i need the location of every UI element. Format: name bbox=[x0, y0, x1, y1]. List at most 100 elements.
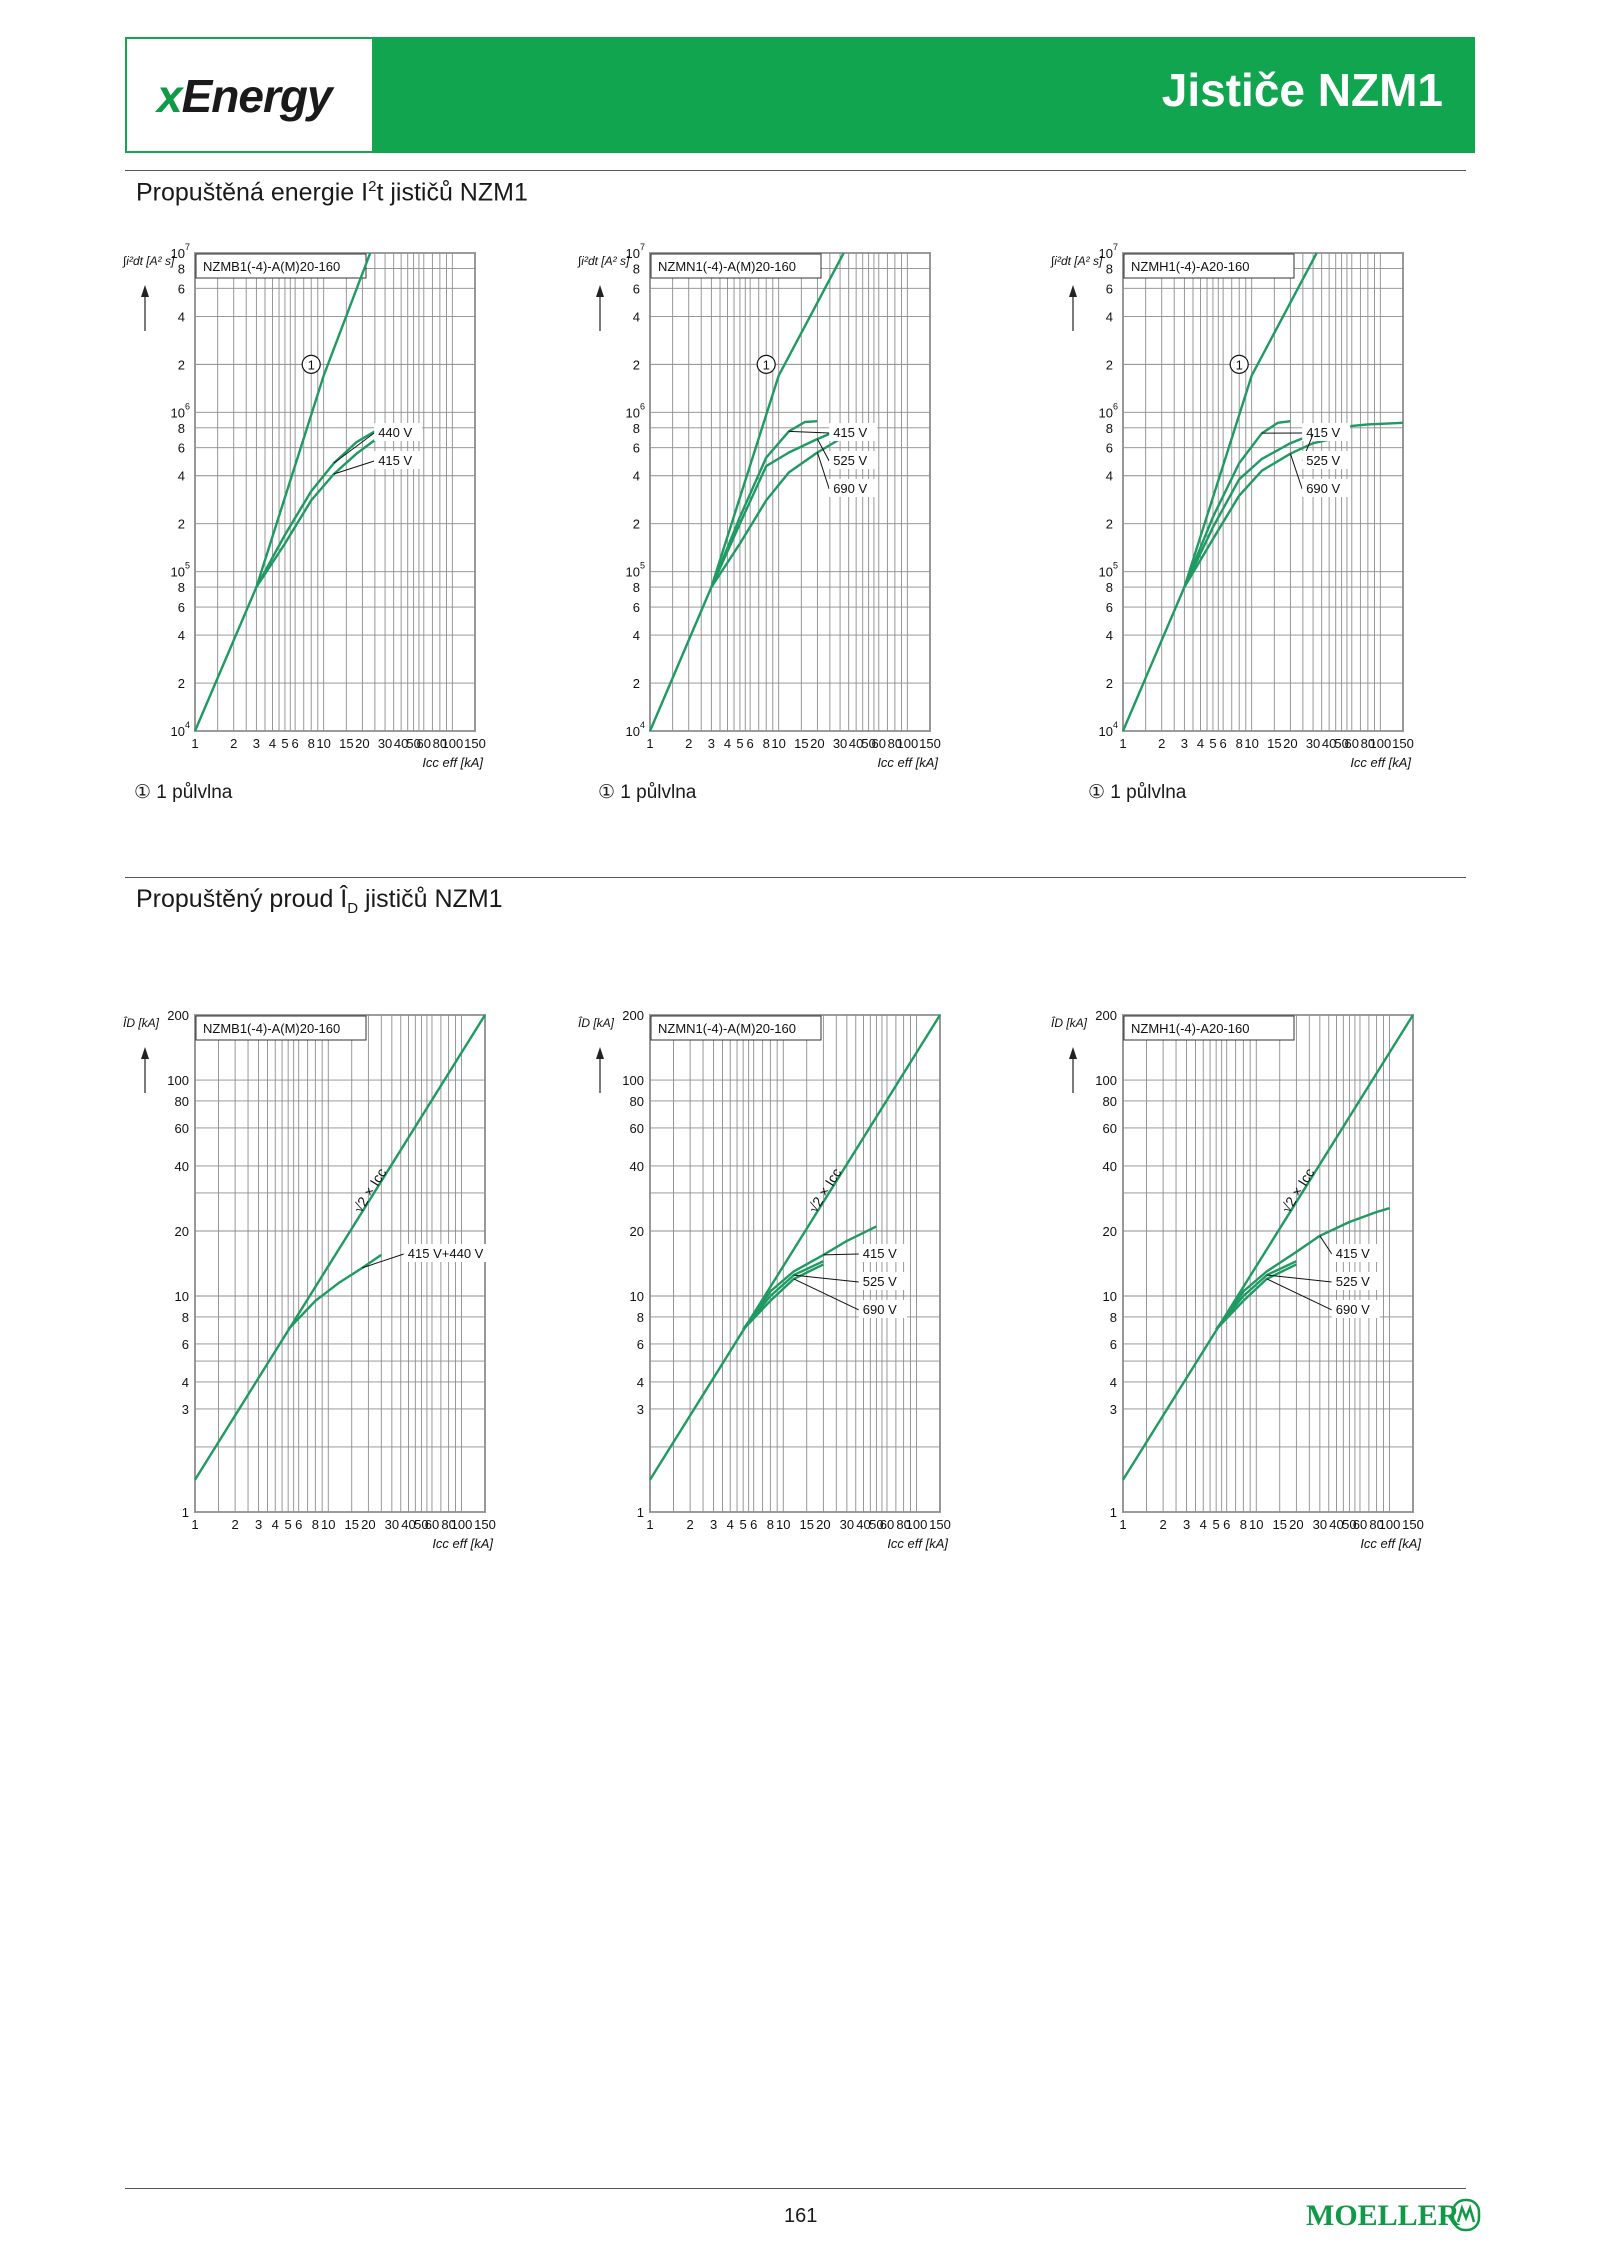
y-tick-label: 6 bbox=[1106, 441, 1113, 456]
y-axis-arrowhead-icon bbox=[596, 1047, 604, 1059]
series-label: 525 V bbox=[833, 453, 867, 468]
x-tick-label: 50 bbox=[414, 1517, 428, 1532]
footer-rule bbox=[125, 2188, 1466, 2189]
x-tick-label: 20 bbox=[1283, 736, 1297, 751]
series-line bbox=[1215, 1260, 1297, 1331]
section2-title: Propuštěný proud ÎD jističů NZM1 bbox=[136, 885, 503, 917]
y-tick-label: 10 bbox=[626, 724, 640, 739]
series-label-box bbox=[829, 479, 878, 498]
x-tick-label: 100 bbox=[896, 736, 918, 751]
x-tick-label: 150 bbox=[1392, 736, 1414, 751]
section1-title: Propuštěná energie I2t jističů NZM1 bbox=[136, 178, 528, 207]
y-tick-label: 200 bbox=[622, 1008, 644, 1023]
y-tick-label: 100 bbox=[1095, 1073, 1117, 1088]
series-label-box bbox=[403, 1243, 500, 1262]
x-tick-label: 50 bbox=[869, 1517, 883, 1532]
series-label-box bbox=[858, 1271, 907, 1290]
x-tick-label: 40 bbox=[1329, 1517, 1343, 1532]
y-axis-label: ÎD [kA] bbox=[578, 1015, 615, 1030]
y-tick-label: 2 bbox=[1106, 357, 1113, 372]
series-line bbox=[1183, 435, 1342, 588]
x-tick-label: 6 bbox=[750, 1517, 757, 1532]
x-axis-label: Icc eff [kA] bbox=[422, 755, 483, 770]
y-tick-label: 10 bbox=[1099, 405, 1113, 420]
y-tick-label: 6 bbox=[1106, 600, 1113, 615]
leader-line bbox=[788, 430, 830, 434]
x-tick-label: 20 bbox=[1289, 1517, 1303, 1532]
series-label: 415 V+440 V bbox=[408, 1246, 484, 1261]
series-line bbox=[742, 1225, 877, 1331]
x-axis-label: Icc eff [kA] bbox=[1360, 1536, 1421, 1551]
y-tick-label: 10 bbox=[630, 1289, 644, 1304]
y-tick-label: 10 bbox=[1099, 246, 1113, 261]
y-axis-arrowhead-icon bbox=[141, 285, 149, 297]
series-label-box bbox=[374, 451, 423, 470]
title-bar: Jističe NZM1 bbox=[374, 37, 1475, 153]
y-tick-label: 40 bbox=[630, 1159, 644, 1174]
y-tick-label: 8 bbox=[1106, 580, 1113, 595]
x-tick-label: 4 bbox=[727, 1517, 734, 1532]
y-tick-exponent: 4 bbox=[640, 720, 645, 730]
x-tick-label: 3 bbox=[710, 1517, 717, 1532]
y-tick-label: 200 bbox=[167, 1008, 189, 1023]
x-tick-label: 15 bbox=[1267, 736, 1281, 751]
y-tick-exponent: 7 bbox=[185, 242, 190, 252]
x-tick-label: 8 bbox=[767, 1517, 774, 1532]
x-tick-label: 60 bbox=[1353, 1517, 1367, 1532]
x-tick-label: 30 bbox=[378, 736, 392, 751]
y-tick-label: 80 bbox=[175, 1094, 189, 1109]
x-tick-label: 30 bbox=[1313, 1517, 1327, 1532]
y-tick-label: 3 bbox=[182, 1402, 189, 1417]
y-axis-label: ÎD [kA] bbox=[1051, 1015, 1088, 1030]
x-tick-label: 5 bbox=[736, 736, 743, 751]
y-tick-label: 4 bbox=[178, 469, 185, 484]
x-tick-label: 30 bbox=[1306, 736, 1320, 751]
x-tick-label: 100 bbox=[1379, 1517, 1401, 1532]
y-axis-label: ∫i²dt [A² s] bbox=[122, 254, 175, 268]
chart-title-box bbox=[650, 1015, 822, 1041]
y-tick-label: 6 bbox=[178, 441, 185, 456]
series-label: 525 V bbox=[1336, 1274, 1370, 1289]
y-tick-exponent: 5 bbox=[640, 561, 645, 571]
series-line bbox=[1121, 252, 1318, 732]
y-tick-label: 2 bbox=[1106, 676, 1113, 691]
y-tick-exponent: 6 bbox=[640, 401, 645, 411]
y-tick-exponent: 6 bbox=[185, 401, 190, 411]
series-label-box bbox=[1331, 1243, 1380, 1262]
x-tick-label: 30 bbox=[840, 1517, 854, 1532]
y-tick-exponent: 4 bbox=[185, 720, 190, 730]
series-line bbox=[1183, 421, 1404, 588]
chart-title-box bbox=[195, 1015, 367, 1041]
series-label: 415 V bbox=[378, 453, 412, 468]
section2-rule bbox=[125, 877, 1466, 878]
series-line bbox=[1215, 1263, 1297, 1331]
x-tick-label: 3 bbox=[1183, 1517, 1190, 1532]
x-tick-label: 30 bbox=[833, 736, 847, 751]
y-tick-label: 1 bbox=[182, 1505, 189, 1520]
x-tick-label: 8 bbox=[1240, 1517, 1247, 1532]
y-tick-label: 4 bbox=[1110, 1375, 1117, 1390]
plot-frame bbox=[649, 252, 931, 732]
y-tick-label: 2 bbox=[1106, 517, 1113, 532]
moeller-emblem-icon bbox=[1451, 2198, 1481, 2232]
y-tick-label: 10 bbox=[1099, 565, 1113, 580]
y-tick-label: 8 bbox=[1106, 261, 1113, 276]
x-tick-label: 10 bbox=[321, 1517, 335, 1532]
x-tick-label: 10 bbox=[1249, 1517, 1263, 1532]
y-tick-label: 6 bbox=[178, 600, 185, 615]
series-label: 690 V bbox=[1336, 1302, 1370, 1317]
y-tick-label: 6 bbox=[1106, 281, 1113, 296]
x-tick-label: 2 bbox=[685, 736, 692, 751]
y-tick-label: 4 bbox=[1106, 628, 1113, 643]
x-tick-label: 6 bbox=[1223, 1517, 1230, 1532]
y-tick-label: 8 bbox=[178, 261, 185, 276]
y-tick-label: 6 bbox=[1110, 1337, 1117, 1352]
x-tick-label: 40 bbox=[1322, 736, 1336, 751]
y-tick-label: 4 bbox=[182, 1375, 189, 1390]
x-tick-label: 150 bbox=[464, 736, 486, 751]
y-axis-arrowhead-icon bbox=[1069, 1047, 1077, 1059]
footnote-half-wave: ① 1 půlvlna bbox=[1088, 782, 1187, 803]
leader-line bbox=[1266, 1274, 1332, 1283]
